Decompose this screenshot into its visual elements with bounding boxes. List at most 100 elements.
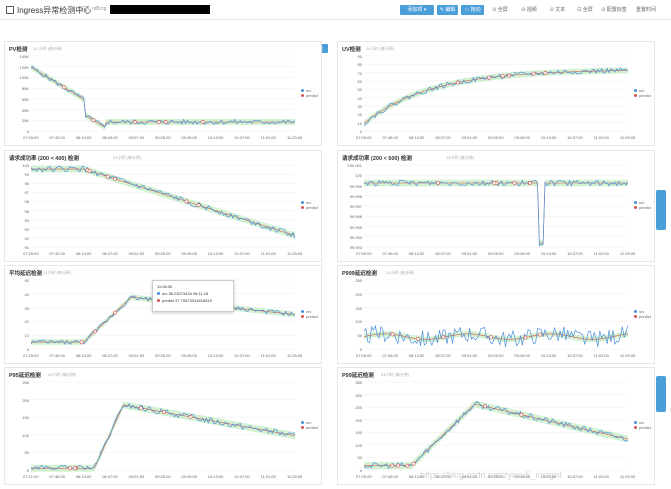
watermark: https://blog.csdn.net/zyiwu5_insight bbox=[420, 470, 562, 480]
x-tick-label: 08:37:00 bbox=[102, 353, 118, 358]
chart-legend: srv predict bbox=[301, 200, 318, 210]
tooltip-predict-dot bbox=[157, 299, 160, 303]
x-tick-label: 07:40:00 bbox=[382, 251, 398, 256]
toolbar-button-3[interactable]: ⊙ 全屏 bbox=[492, 7, 508, 13]
x-tick-label: 09:25:00 bbox=[155, 474, 171, 479]
x-tick-label: 08:13:00 bbox=[408, 474, 425, 479]
anomaly-point bbox=[73, 466, 77, 471]
y-tick-label: 30 bbox=[24, 305, 29, 311]
y-tick-label: 150 bbox=[22, 415, 29, 421]
confidence-band bbox=[364, 400, 628, 470]
legend-real-dot bbox=[634, 309, 637, 313]
x-tick-label: 07:49:00 bbox=[382, 474, 398, 479]
chart-legend: srv predict bbox=[634, 420, 651, 430]
anomaly-point bbox=[492, 181, 497, 185]
chart-plot bbox=[30, 381, 296, 472]
panel-subtitle: 24小时 (每分钟) bbox=[446, 155, 475, 160]
legend-predict-label: predict bbox=[639, 313, 652, 319]
toolbar-button-6[interactable]: ⊡ 全屏 bbox=[577, 7, 593, 13]
y-tick-label: 350 bbox=[355, 380, 362, 385]
x-tick-label: 07:43:00 bbox=[382, 353, 398, 358]
y-tick-label: 97 bbox=[24, 190, 29, 196]
anomaly-point bbox=[528, 181, 532, 185]
y-tick-label: 99.998 bbox=[349, 193, 362, 199]
predict-line bbox=[364, 403, 629, 466]
y-tick-label: 100.001 bbox=[347, 163, 362, 168]
y-tick-label: 250 bbox=[22, 380, 29, 385]
real-line bbox=[363, 324, 629, 348]
toolbar-button-7[interactable]: ⊙ 配置标签 bbox=[601, 7, 627, 13]
anomaly-point bbox=[538, 332, 543, 337]
toolbar-button-0[interactable]: 添加项 ▾ bbox=[400, 5, 434, 15]
chart-plot bbox=[30, 55, 296, 132]
y-tick-label: 150 bbox=[355, 305, 362, 311]
y-tick-label: 250 bbox=[355, 405, 362, 411]
y-tick-label: 250 bbox=[355, 278, 362, 283]
legend-real-dot bbox=[301, 309, 304, 313]
x-tick-label: 11:01:00 bbox=[593, 135, 609, 140]
panel-subtitle: 24小时 (每分钟) bbox=[43, 270, 72, 275]
legend-real-dot bbox=[634, 421, 637, 425]
y-tick-label: 50 bbox=[357, 87, 362, 93]
x-tick-label: 07:05:00 bbox=[356, 353, 372, 358]
x-tick-label: 10:13:00 bbox=[207, 474, 224, 479]
toolbar-button-8[interactable]: 重置时间 bbox=[635, 7, 656, 13]
x-tick-label: 11:01:00 bbox=[593, 251, 609, 256]
panel-subtitle: 24小时 (每分钟) bbox=[48, 372, 77, 377]
y-tick-label: 0 bbox=[26, 129, 29, 134]
panel-title: P95延迟检测 bbox=[9, 373, 41, 379]
toolbar-button-4[interactable]: ⊙ 视频 bbox=[521, 7, 537, 13]
page-title: Ingress异常检测中心 bbox=[17, 6, 92, 15]
x-tick-label: 10:13:00 bbox=[540, 135, 557, 140]
x-tick-label: 07:29:00 bbox=[23, 353, 39, 358]
anomaly-point bbox=[441, 335, 446, 340]
x-tick-label: 09:49:00 bbox=[514, 474, 530, 479]
x-tick-label: 08:13:00 bbox=[408, 135, 425, 140]
x-tick-label: 07:05:00 bbox=[356, 135, 372, 140]
x-tick-label: 09:01:00 bbox=[461, 135, 478, 140]
x-tick-label: 08:13:00 bbox=[408, 353, 425, 358]
anomaly-point bbox=[523, 335, 528, 340]
anomaly-point bbox=[436, 181, 440, 185]
x-tick-label: 07:25:00 bbox=[356, 474, 372, 479]
chart-plot bbox=[30, 164, 296, 248]
side-tab-2[interactable] bbox=[656, 376, 666, 412]
y-tick-label: 99 bbox=[24, 172, 29, 178]
anomaly-point bbox=[163, 120, 168, 124]
y-tick-label: 99.994 bbox=[349, 234, 362, 240]
anomaly-point bbox=[113, 310, 118, 315]
x-tick-label: 10:37:00 bbox=[567, 251, 583, 256]
x-tick-label: 11:25:00 bbox=[620, 251, 636, 256]
panel-subtitle: 24小时 (每分钟) bbox=[386, 270, 415, 275]
confidence-band bbox=[364, 67, 628, 127]
anomaly-point bbox=[507, 73, 512, 78]
toolbar-button-2[interactable]: ↑↓ 拖动 bbox=[461, 5, 484, 15]
x-tick-label: 09:07:00 bbox=[128, 135, 145, 140]
x-tick-label: 10:13:00 bbox=[207, 135, 224, 140]
chart-panel-5: P999延迟检测 24小时 (每分钟) 250 200 150 100 50 0 07:05:0… bbox=[337, 265, 655, 364]
x-tick-label: 07:49:00 bbox=[49, 353, 65, 358]
x-tick-label: 11:01:00 bbox=[593, 353, 609, 358]
y-tick-label: 80K bbox=[21, 86, 29, 92]
x-tick-label: 08:37:00 bbox=[435, 353, 451, 358]
x-tick-label: 09:01:00 bbox=[128, 353, 145, 358]
x-tick-label: 09:01:00 bbox=[128, 251, 145, 256]
toolbar-button-1[interactable]: ✎ 编辑 bbox=[437, 5, 458, 15]
chart-tooltip: 11:08:00 srv 38.23073434 08:11:18 predic… bbox=[152, 280, 234, 312]
panel-subtitle: 24小时 (每分钟) bbox=[366, 46, 395, 51]
side-tab-1[interactable] bbox=[656, 190, 666, 230]
x-tick-label: 09:49:00 bbox=[514, 251, 530, 256]
y-tick-label: 99.996 bbox=[349, 214, 362, 220]
top-bar: Ingress异常检测中心 SET: otBcrg 添加项 ▾ ✎ 编辑 ↑↓ 拖动… bbox=[0, 0, 671, 20]
legend-predict-dot bbox=[634, 206, 637, 210]
legend-real-dot bbox=[301, 201, 304, 205]
legend-predict-label: predict bbox=[639, 425, 652, 430]
panel-subtitle: 24小时 (每分钟) bbox=[113, 155, 142, 160]
x-tick-label: 11:23:00 bbox=[287, 135, 303, 140]
chart-panel-3: 请求成功率 (200 < 500) 检测 24小时 (每分钟) 100.001 100… bbox=[337, 150, 655, 262]
toolbar-button-5[interactable]: ⊙ 文本 bbox=[549, 7, 566, 13]
chart-panel-0: PV检测 24 小时 (每分钟) 140K 120K 100K 80K 60K 40K 20K 0… bbox=[4, 41, 322, 146]
anomaly-point bbox=[500, 74, 505, 79]
anomaly-point bbox=[91, 118, 96, 123]
